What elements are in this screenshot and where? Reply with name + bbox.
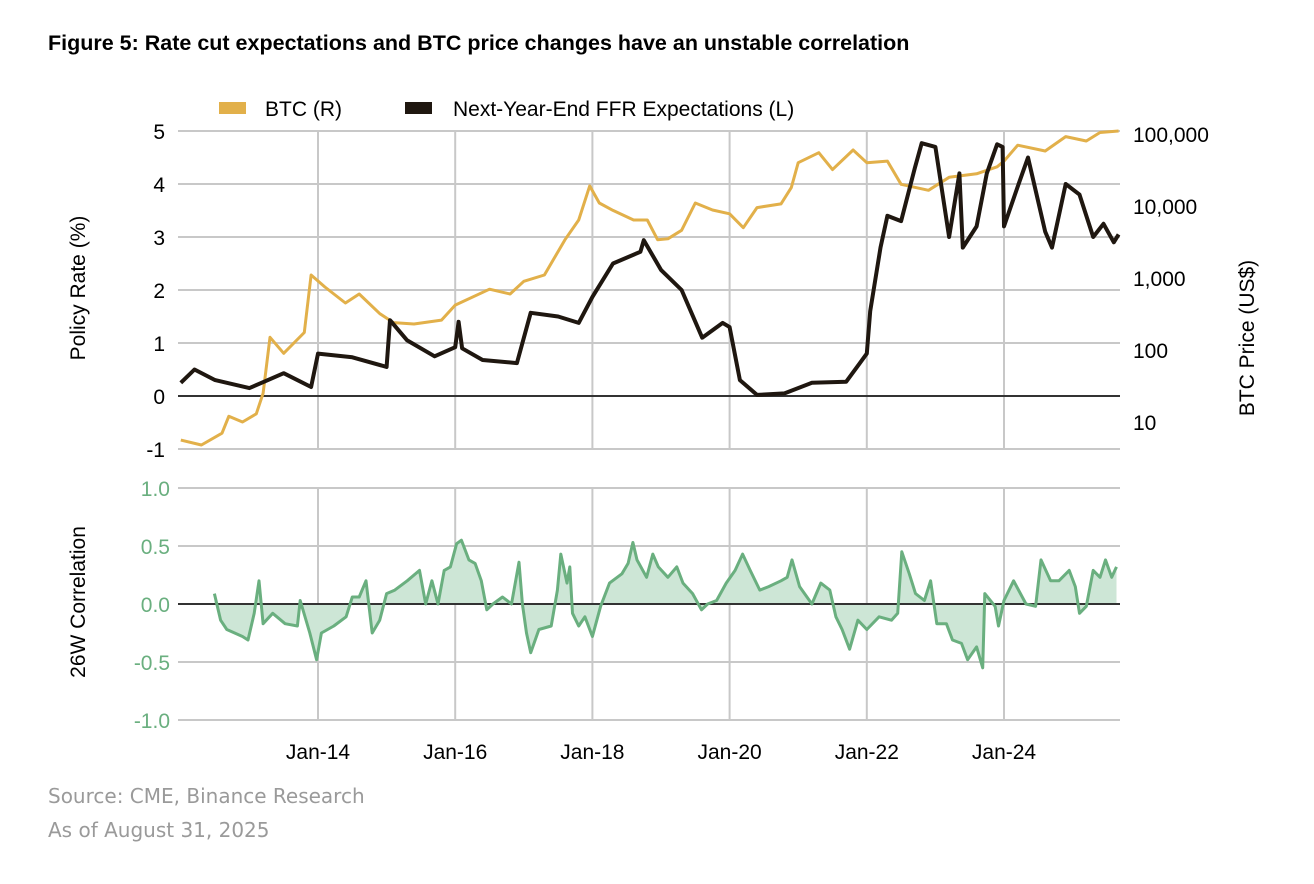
x-tick: Jan-24 — [972, 741, 1037, 764]
y-tick-correlation: 0.0 — [141, 594, 170, 617]
y-tick-correlation: 0.5 — [141, 536, 170, 559]
legend-label-ffr: Next-Year-End FFR Expectations (L) — [453, 98, 794, 121]
y-tick-left: 5 — [153, 121, 165, 144]
ffr-line — [179, 141, 1121, 397]
tick-labels: 543210-1100,00010,0001,000100101.00.50.0… — [134, 121, 1209, 764]
x-tick: Jan-20 — [697, 741, 761, 764]
y-tick-correlation: -1.0 — [134, 710, 170, 733]
y-tick-right: 1,000 — [1133, 268, 1186, 291]
x-tick: Jan-18 — [560, 741, 624, 764]
source-note: Source: CME, Binance Research — [48, 784, 365, 808]
y-tick-left: 3 — [153, 227, 165, 250]
y-tick-left: 2 — [153, 280, 165, 303]
y-tick-right: 10,000 — [1133, 196, 1197, 219]
y-tick-left: -1 — [146, 439, 165, 462]
y-axis-title-right: BTC Price (US$) — [1236, 260, 1259, 416]
x-tick: Jan-14 — [286, 741, 351, 764]
legend-label-btc: BTC (R) — [265, 98, 342, 121]
y-tick-left: 1 — [153, 333, 165, 356]
btc-line — [180, 129, 1119, 447]
y-tick-right: 100 — [1133, 340, 1168, 363]
y-tick-correlation: -0.5 — [134, 652, 170, 675]
as-of-note: As of August 31, 2025 — [48, 818, 270, 842]
y-tick-left: 4 — [153, 174, 165, 197]
correlation-line — [212, 538, 1118, 670]
y-axis-title-left: Policy Rate (%) — [67, 216, 90, 361]
x-tick: Jan-22 — [835, 741, 899, 764]
chart-title: Figure 5: Rate cut expectations and BTC … — [48, 31, 910, 55]
y-tick-right: 10 — [1133, 412, 1156, 435]
y-tick-right: 100,000 — [1133, 124, 1209, 147]
y-tick-correlation: 1.0 — [141, 478, 170, 501]
x-tick: Jan-16 — [423, 741, 487, 764]
y-axis-title-correlation: 26W Correlation — [67, 526, 90, 678]
legend: BTC (R) Next-Year-End FFR Expectations (… — [219, 98, 794, 121]
series — [178, 129, 1121, 670]
legend-swatch-btc — [219, 102, 246, 114]
legend-swatch-ffr — [405, 102, 432, 114]
y-tick-left: 0 — [153, 386, 165, 409]
